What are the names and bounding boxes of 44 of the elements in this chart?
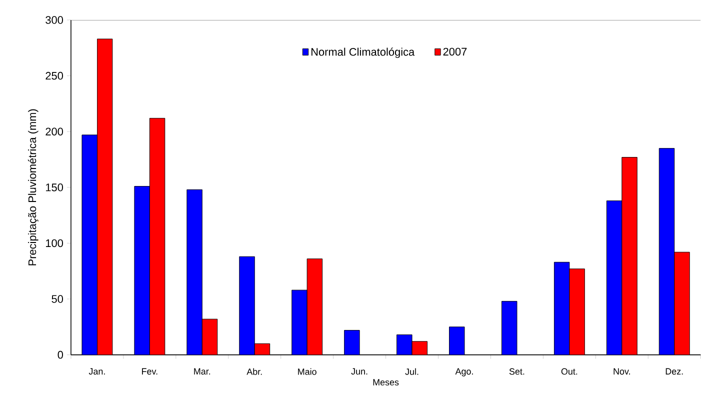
x-tick-label: Fev. [142, 368, 158, 375]
bar [239, 256, 255, 355]
x-tick-label: Set. [509, 368, 524, 375]
bar [622, 157, 638, 355]
y-tick-label: 150 [46, 184, 64, 192]
bar [254, 344, 270, 355]
x-tick-label: Out. [561, 368, 578, 375]
x-tick-label: Jan. [88, 368, 105, 375]
bar [134, 186, 150, 355]
bar [569, 268, 585, 355]
y-tick-label: 200 [46, 128, 64, 136]
bar [306, 258, 323, 355]
legend-label: 2007 [443, 48, 467, 56]
bar [449, 326, 465, 355]
bar [292, 290, 308, 355]
bar [149, 118, 166, 355]
bar [606, 200, 622, 355]
y-tick-label: 300 [46, 16, 64, 24]
bar [674, 252, 690, 355]
bar [202, 318, 218, 355]
x-tick-label: Mar. [194, 368, 210, 375]
y-tick-label: 50 [52, 295, 64, 303]
y-tick-label: 250 [46, 72, 64, 80]
bar [396, 334, 412, 355]
bar [658, 148, 675, 355]
x-tick-label: Nov. [614, 368, 630, 375]
bar [554, 262, 570, 355]
x-axis-title: Meses [373, 379, 399, 386]
legend-label: Normal Climatológica [311, 48, 415, 58]
bar [501, 301, 518, 355]
y-tick-label: 0 [58, 351, 64, 359]
y-axis-title: Precipitação Pluviométrica (mm) [28, 109, 38, 266]
x-tick-label: Ago. [455, 368, 473, 376]
bar [344, 330, 360, 355]
x-tick-label: Maio [298, 368, 316, 376]
x-tick-label: Dez. [666, 368, 683, 375]
x-tick-label: Jun. [351, 368, 368, 375]
bar [96, 38, 113, 355]
bar [186, 189, 202, 355]
bar [82, 134, 98, 355]
x-tick-label: Jul. [405, 368, 418, 376]
x-tick-label: Abr. [246, 368, 262, 376]
bar [412, 342, 428, 355]
y-tick-label: 100 [46, 239, 64, 248]
